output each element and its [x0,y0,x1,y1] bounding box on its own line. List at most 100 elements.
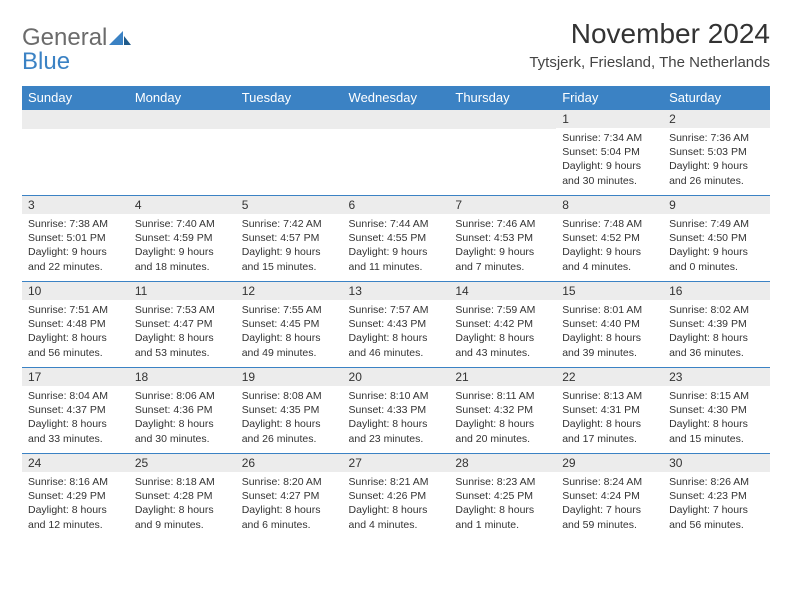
calendar-head: SundayMondayTuesdayWednesdayThursdayFrid… [22,86,770,109]
day-line: and 43 minutes. [455,346,550,360]
day-line: and 30 minutes. [562,174,657,188]
day-data: Sunrise: 8:01 AMSunset: 4:40 PMDaylight:… [556,300,663,364]
day-data: Sunrise: 7:42 AMSunset: 4:57 PMDaylight:… [236,214,343,278]
calendar-cell: 12Sunrise: 7:55 AMSunset: 4:45 PMDayligh… [236,281,343,367]
day-line: Sunset: 4:31 PM [562,403,657,417]
day-data: Sunrise: 8:06 AMSunset: 4:36 PMDaylight:… [129,386,236,450]
day-line: and 33 minutes. [28,432,123,446]
day-line: and 6 minutes. [242,518,337,532]
weekday-header: Thursday [449,86,556,109]
day-line: Sunset: 4:27 PM [242,489,337,503]
day-line: and 15 minutes. [669,432,764,446]
logo-text-general: General [22,24,107,51]
day-number: 13 [343,281,450,300]
day-line: Sunset: 4:50 PM [669,231,764,245]
day-line: Sunrise: 8:21 AM [349,475,444,489]
logo-text-blue: Blue [22,50,70,74]
day-line: and 23 minutes. [349,432,444,446]
day-line: Daylight: 9 hours [349,245,444,259]
day-line: Daylight: 8 hours [562,331,657,345]
day-line: Sunset: 4:39 PM [669,317,764,331]
day-line: Sunrise: 8:04 AM [28,389,123,403]
day-line: Daylight: 8 hours [349,417,444,431]
day-line: and 30 minutes. [135,432,230,446]
day-line: Sunset: 5:04 PM [562,145,657,159]
day-line: Sunset: 4:36 PM [135,403,230,417]
day-line: and 39 minutes. [562,346,657,360]
day-data: Sunrise: 8:02 AMSunset: 4:39 PMDaylight:… [663,300,770,364]
day-line: Sunrise: 8:13 AM [562,389,657,403]
calendar-cell: 4Sunrise: 7:40 AMSunset: 4:59 PMDaylight… [129,195,236,281]
day-number: 27 [343,453,450,472]
day-line: and 0 minutes. [669,260,764,274]
calendar-cell: 18Sunrise: 8:06 AMSunset: 4:36 PMDayligh… [129,367,236,453]
calendar-cell: 2 Sunrise: 7:36 AMSunset: 5:03 PMDaylight… [663,109,770,195]
day-line: Daylight: 9 hours [28,245,123,259]
day-number: 19 [236,367,343,386]
title-block: November 2024 Tytsjerk, Friesland, The N… [529,18,770,71]
calendar-table: SundayMondayTuesdayWednesdayThursdayFrid… [22,86,770,539]
calendar-cell: 14Sunrise: 7:59 AMSunset: 4:42 PMDayligh… [449,281,556,367]
day-number: 15 [556,281,663,300]
day-line: Daylight: 8 hours [135,417,230,431]
day-line: Daylight: 9 hours [669,245,764,259]
day-line: Sunrise: 7:55 AM [242,303,337,317]
day-line: and 56 minutes. [28,346,123,360]
calendar-cell: 19Sunrise: 8:08 AMSunset: 4:35 PMDayligh… [236,367,343,453]
day-line: Sunrise: 7:49 AM [669,217,764,231]
day-line: Sunset: 4:57 PM [242,231,337,245]
calendar-cell: 29Sunrise: 8:24 AMSunset: 4:24 PMDayligh… [556,453,663,539]
day-line: and 15 minutes. [242,260,337,274]
day-number: 21 [449,367,556,386]
day-line: Daylight: 9 hours [669,159,764,173]
day-line: Daylight: 8 hours [242,503,337,517]
calendar-cell [22,109,129,195]
day-line: Sunrise: 7:42 AM [242,217,337,231]
day-line: Sunset: 4:32 PM [455,403,550,417]
day-line: and 18 minutes. [135,260,230,274]
day-line: Sunrise: 7:53 AM [135,303,230,317]
day-number: 2 [663,109,770,128]
day-data: Sunrise: 8:24 AMSunset: 4:24 PMDaylight:… [556,472,663,536]
day-number: 29 [556,453,663,472]
day-number: 20 [343,367,450,386]
day-line: Daylight: 8 hours [455,417,550,431]
calendar-cell: 23Sunrise: 8:15 AMSunset: 4:30 PMDayligh… [663,367,770,453]
location: Tytsjerk, Friesland, The Netherlands [529,54,770,71]
day-line: Sunrise: 8:15 AM [669,389,764,403]
day-line: Sunrise: 7:59 AM [455,303,550,317]
day-line: Daylight: 9 hours [455,245,550,259]
day-number: 14 [449,281,556,300]
calendar-cell: 21 Sunrise: 8:11 AMSunset: 4:32 PMDayligh… [449,367,556,453]
day-data: Sunrise: 7:38 AMSunset: 5:01 PMDaylight:… [22,214,129,278]
calendar-body: 1Sunrise: 7:34 AMSunset: 5:04 PMDaylight… [22,109,770,539]
calendar-cell: 7Sunrise: 7:46 AMSunset: 4:53 PMDaylight… [449,195,556,281]
day-line: Sunset: 4:40 PM [562,317,657,331]
day-data: Sunrise: 7:59 AMSunset: 4:42 PMDaylight:… [449,300,556,364]
day-data: Sunrise: 8:08 AMSunset: 4:35 PMDaylight:… [236,386,343,450]
calendar-cell: 25Sunrise: 8:18 AMSunset: 4:28 PMDayligh… [129,453,236,539]
calendar-week: 10Sunrise: 7:51 AMSunset: 4:48 PMDayligh… [22,281,770,367]
weekday-header: Sunday [22,86,129,109]
day-line: Sunset: 5:03 PM [669,145,764,159]
day-line: Sunrise: 8:11 AM [455,389,550,403]
day-number: 3 [22,195,129,214]
day-line: Sunrise: 8:20 AM [242,475,337,489]
day-data: Sunrise: 7:57 AMSunset: 4:43 PMDaylight:… [343,300,450,364]
day-line: Daylight: 8 hours [349,503,444,517]
day-line: and 53 minutes. [135,346,230,360]
calendar-cell: 9Sunrise: 7:49 AMSunset: 4:50 PMDaylight… [663,195,770,281]
day-line: Sunset: 4:23 PM [669,489,764,503]
day-line: Sunset: 4:33 PM [349,403,444,417]
day-line: Daylight: 7 hours [562,503,657,517]
calendar-cell: 5Sunrise: 7:42 AMSunset: 4:57 PMDaylight… [236,195,343,281]
day-line: Sunset: 4:55 PM [349,231,444,245]
calendar-cell: 1Sunrise: 7:34 AMSunset: 5:04 PMDaylight… [556,109,663,195]
day-line: and 11 minutes. [349,260,444,274]
day-line: and 22 minutes. [28,260,123,274]
day-line: Sunrise: 7:36 AM [669,131,764,145]
day-number-empty [449,109,556,129]
day-data: Sunrise: 7:34 AMSunset: 5:04 PMDaylight:… [556,128,663,192]
calendar-page: General Blue November 2024 Tytsjerk, Fri… [0,0,792,557]
day-line: Daylight: 8 hours [28,503,123,517]
